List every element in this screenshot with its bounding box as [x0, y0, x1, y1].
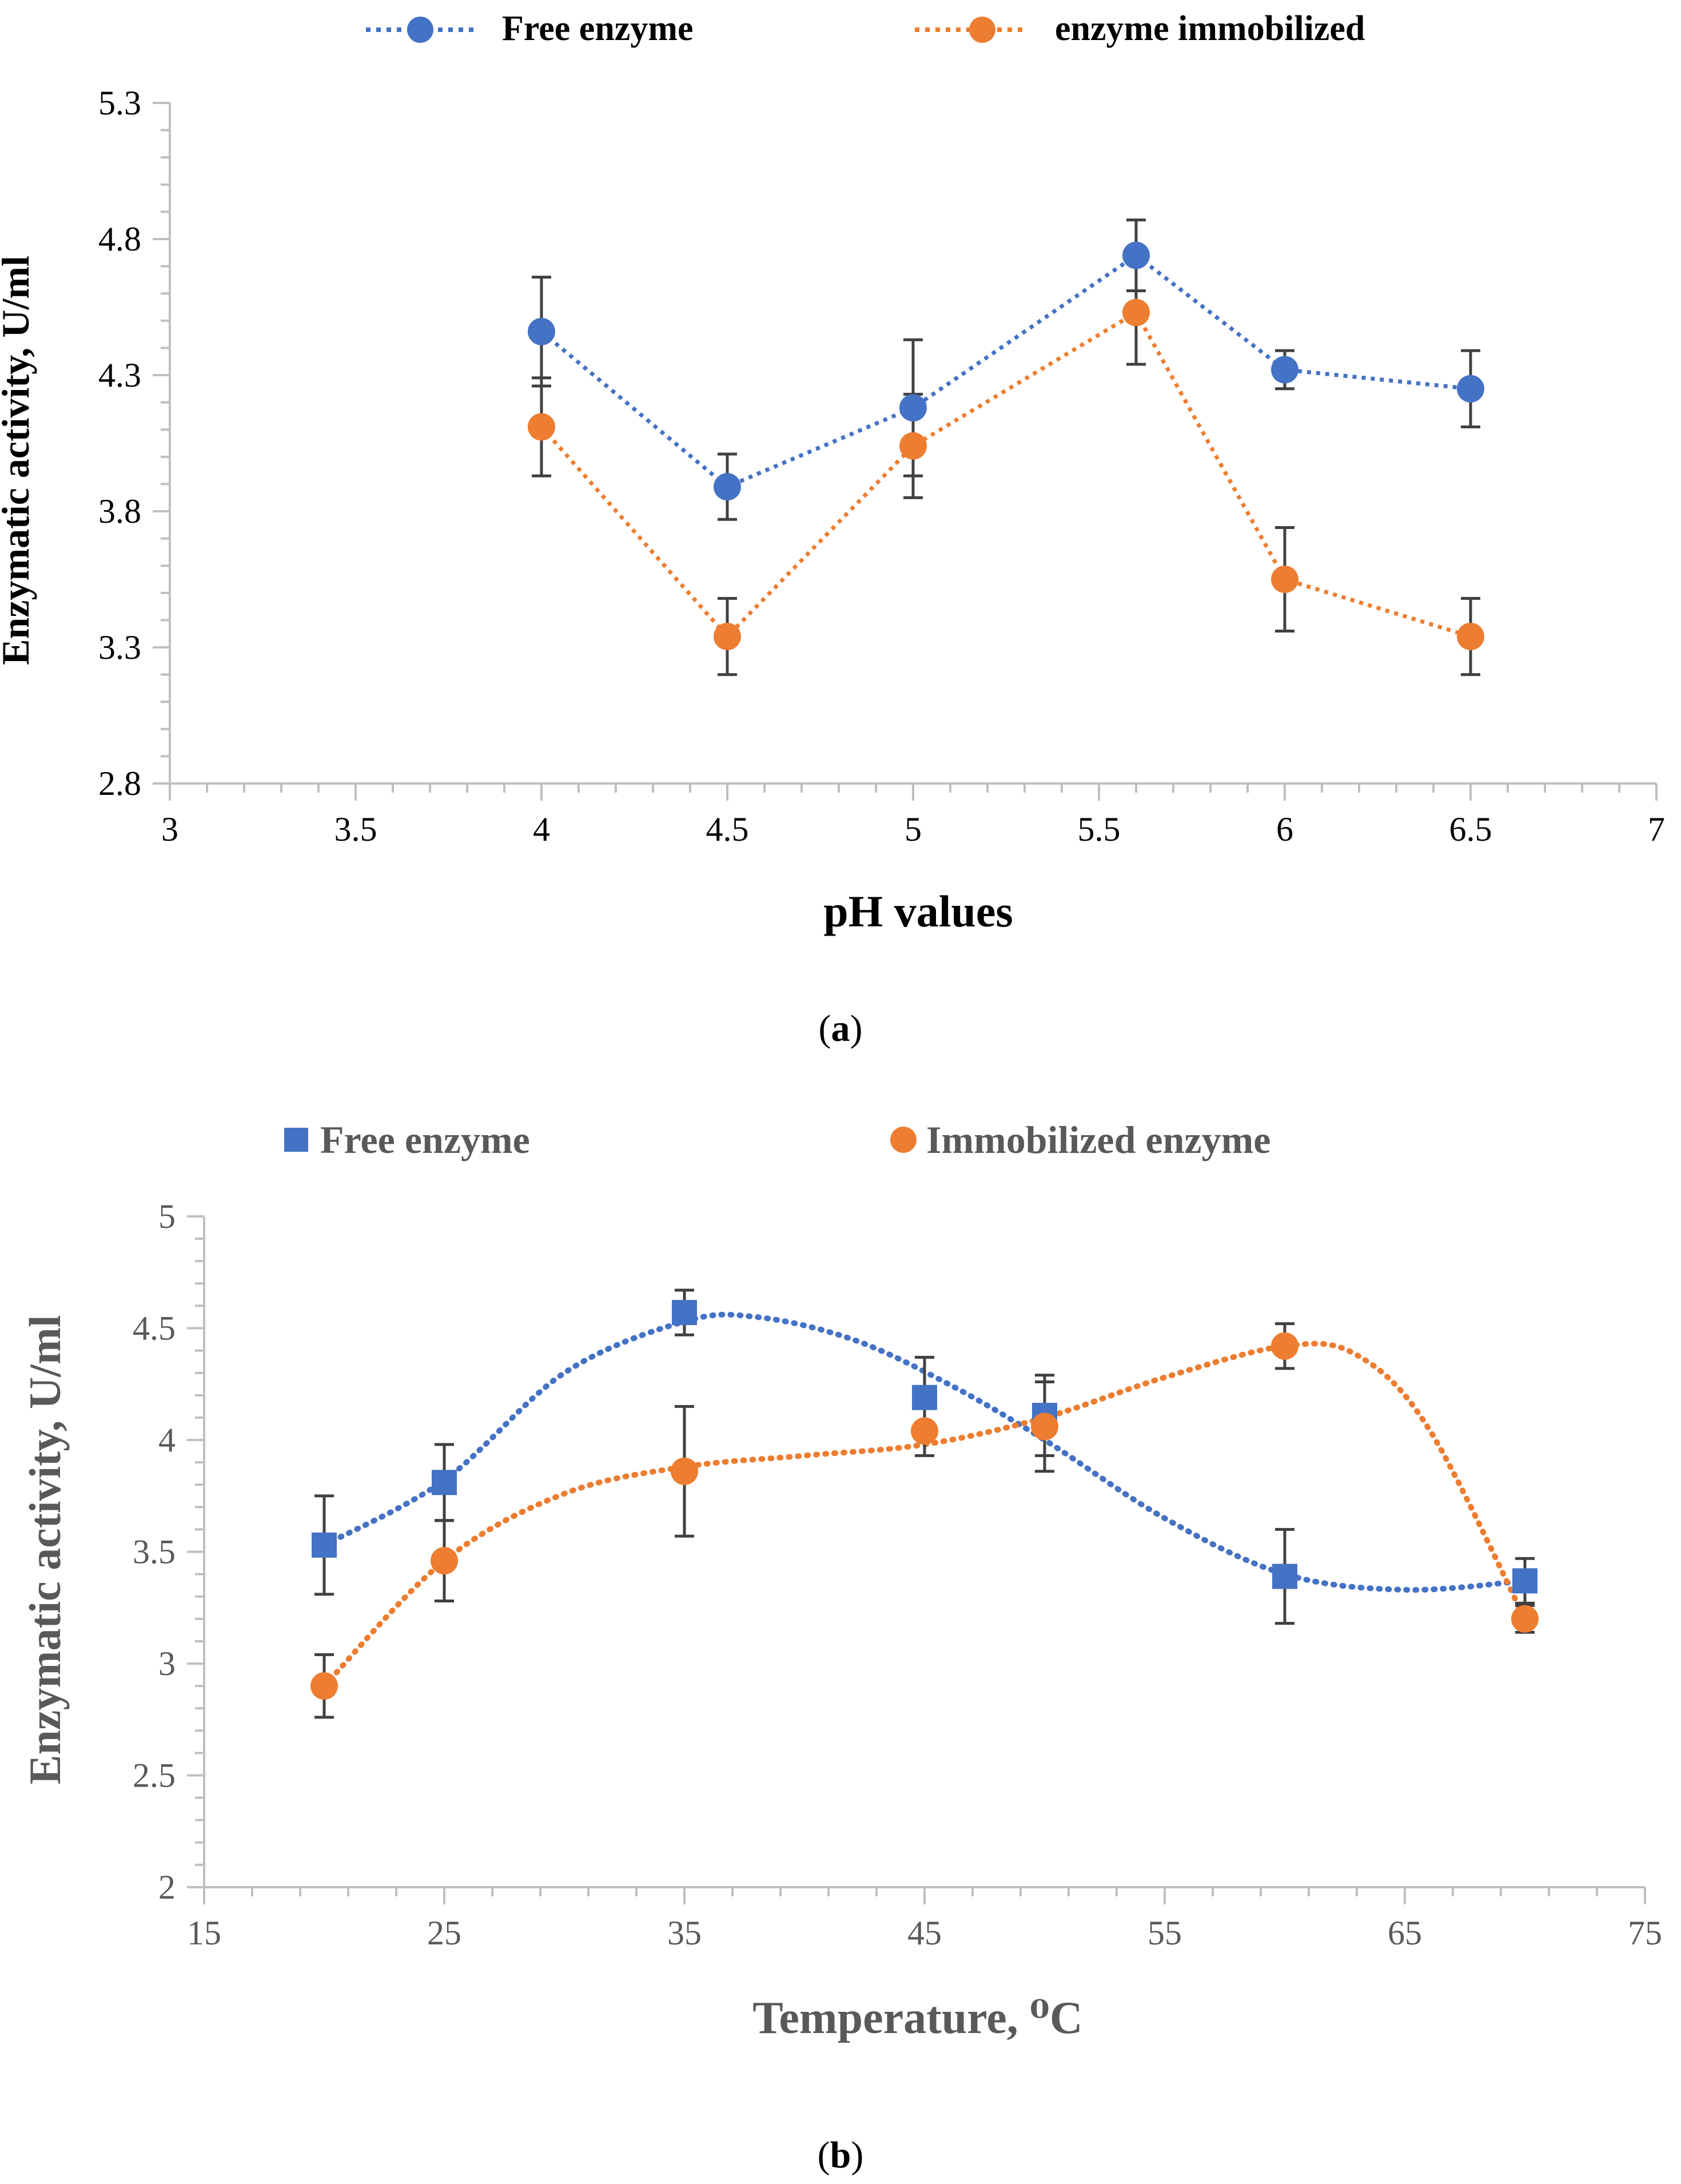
marker-b-free — [912, 1385, 937, 1410]
x-tick-label-b: 45 — [907, 1914, 942, 1952]
marker-b-immobilized — [911, 1417, 938, 1445]
x-tick-label-a: 6.5 — [1449, 810, 1492, 848]
x-tick-label-a: 5 — [905, 810, 922, 848]
marker-b-free — [432, 1470, 457, 1495]
marker-b-immobilized — [1511, 1605, 1539, 1633]
marker-a-free — [528, 317, 555, 345]
x-tick-label-b: 35 — [667, 1914, 702, 1952]
x-axis-title-a: pH values — [823, 886, 1013, 936]
legend-a: Free enzyme enzyme immobilized — [366, 9, 1365, 48]
legend-b-immobilized-label: Immobilized enzyme — [926, 1118, 1270, 1161]
legend-b-free: Free enzyme — [284, 1118, 530, 1161]
y-tick-label-b: 4 — [158, 1421, 176, 1459]
panel-label-a: (a) — [819, 1008, 863, 1049]
marker-a-free — [1457, 375, 1484, 403]
x-tick-label-b: 15 — [187, 1914, 221, 1952]
legend-b: Free enzyme Immobilized enzyme — [284, 1118, 1270, 1161]
trendline-b-free — [321, 1311, 1528, 1593]
marker-a-immobilized — [714, 622, 741, 650]
x-tick-label-a: 3.5 — [334, 810, 377, 848]
y-tick-label-b: 3 — [158, 1645, 176, 1682]
y-axis-title-a: Enzymatic activity, U/ml — [0, 256, 37, 665]
tick-labels-a: 3 3.5 4 4.5 5 5.5 6 6.5 7 2.8 3.3 3.8 4.3 4.8 5.3 — [98, 84, 1665, 848]
y-tick-label-b: 4.5 — [133, 1310, 176, 1347]
x-tick-label-a: 4 — [533, 810, 550, 848]
panel-label-a-letter: a — [831, 1008, 850, 1049]
x-tick-label-a: 6 — [1276, 810, 1293, 848]
x-tick-label-a: 5.5 — [1078, 810, 1121, 848]
legend-a-immobilized-marker — [969, 17, 995, 43]
y-axis-title-b: Enzymatic activity, U/ml — [20, 1315, 70, 1784]
x-axis-title-b: Temperature, ⁰C — [752, 1993, 1082, 2043]
trendline-b-immobilized — [321, 1340, 1528, 1689]
y-tick-label-a: 4.8 — [98, 220, 141, 258]
x-tick-label-b: 55 — [1148, 1914, 1182, 1952]
panel-label-b-letter: b — [830, 2134, 851, 2176]
y-tick-label-b: 5 — [158, 1198, 176, 1235]
marker-a-immobilized — [1122, 299, 1150, 327]
markers-a — [528, 241, 1484, 650]
legend-b-free-marker — [284, 1128, 308, 1152]
marker-b-free — [1512, 1568, 1537, 1594]
axes-b — [187, 1215, 1646, 1904]
series-lines-a — [540, 253, 1472, 640]
x-tick-label-b: 25 — [427, 1914, 461, 1952]
marker-a-free — [1271, 356, 1298, 384]
marker-a-free — [899, 394, 927, 422]
y-tick-label-a: 4.3 — [98, 356, 141, 394]
markers-b — [310, 1300, 1539, 1700]
marker-a-free — [714, 473, 741, 501]
legend-a-free-marker — [407, 17, 433, 43]
marker-b-immobilized — [1271, 1332, 1298, 1360]
legend-b-immobilized-marker — [890, 1127, 917, 1153]
x-tick-label-b: 75 — [1628, 1914, 1662, 1952]
chart-b: Free enzyme Immobilized enzyme 15 25 35 45 5… — [20, 1118, 1662, 2176]
legend-b-immobilized: Immobilized enzyme — [890, 1118, 1270, 1161]
marker-a-immobilized — [1271, 566, 1298, 593]
trendlines-b — [321, 1311, 1528, 1689]
x-tick-label-a: 7 — [1648, 810, 1665, 848]
legend-a-immobilized-label: enzyme immobilized — [1055, 9, 1365, 48]
y-tick-label-b: 3.5 — [133, 1533, 176, 1571]
y-tick-label-b: 2 — [158, 1868, 176, 1906]
marker-a-immobilized — [528, 413, 555, 441]
marker-b-immobilized — [310, 1672, 338, 1700]
legend-a-free: Free enzyme — [366, 9, 694, 48]
marker-b-free — [672, 1300, 697, 1326]
panel-label-b: (b) — [818, 2134, 864, 2176]
y-tick-label-a: 3.8 — [98, 492, 141, 530]
x-tick-label-a: 3 — [161, 810, 178, 848]
tick-labels-b: 15 25 35 45 55 65 75 2 2.5 3 3.5 4 4.5 5 — [133, 1198, 1662, 1952]
marker-b-free — [1272, 1564, 1297, 1589]
chart-a: Free enzyme enzyme immobilized 3 3.5 4 4.5 5… — [0, 9, 1665, 1049]
marker-a-immobilized — [1457, 622, 1484, 650]
marker-a-free — [1122, 241, 1150, 269]
marker-b-immobilized — [671, 1457, 698, 1485]
y-tick-label-a: 3.3 — [98, 628, 141, 666]
legend-b-free-label: Free enzyme — [320, 1118, 530, 1161]
marker-b-immobilized — [1031, 1413, 1058, 1441]
marker-a-immobilized — [899, 432, 927, 460]
y-tick-label-a: 5.3 — [98, 84, 141, 122]
legend-a-free-label: Free enzyme — [502, 9, 694, 48]
series-line-a-free — [540, 253, 1471, 490]
marker-b-free — [312, 1532, 337, 1558]
axes-a — [153, 102, 1658, 801]
x-tick-label-b: 65 — [1388, 1914, 1422, 1952]
x-tick-label-a: 4.5 — [706, 810, 749, 848]
y-tick-label-a: 2.8 — [98, 765, 141, 802]
legend-a-immobilized: enzyme immobilized — [915, 9, 1365, 48]
series-line-a-immobilized — [540, 309, 1472, 640]
marker-b-immobilized — [431, 1547, 458, 1575]
y-tick-label-b: 2.5 — [133, 1757, 176, 1795]
